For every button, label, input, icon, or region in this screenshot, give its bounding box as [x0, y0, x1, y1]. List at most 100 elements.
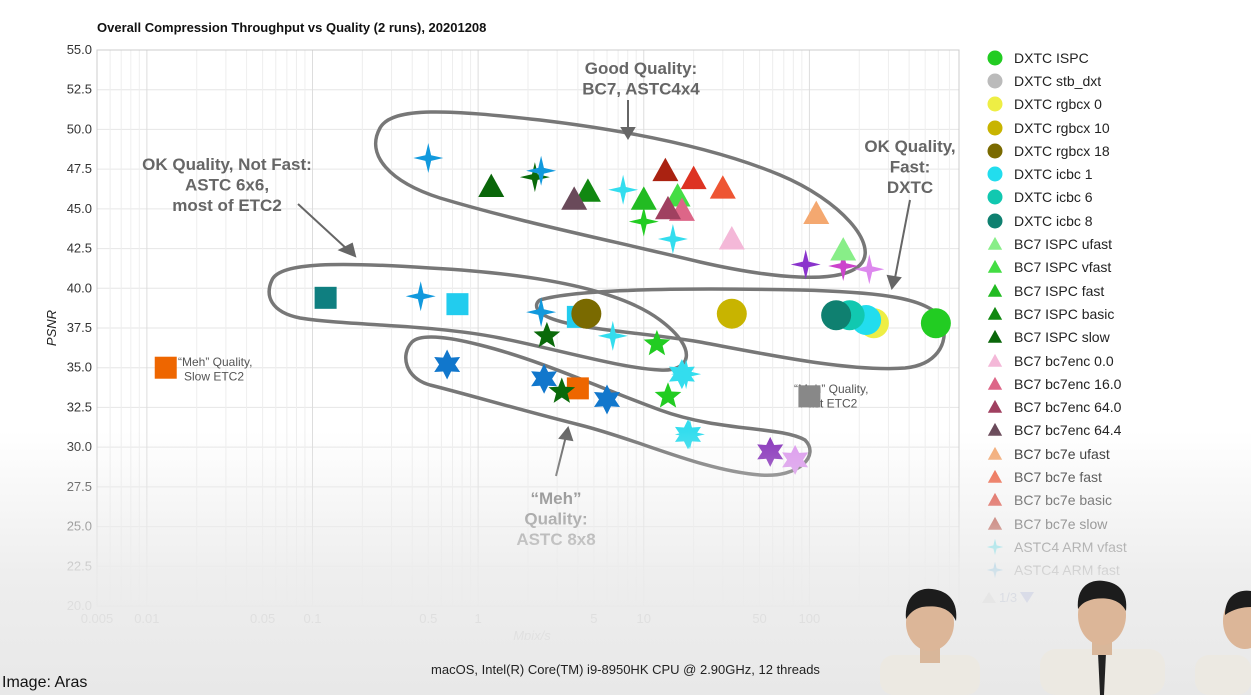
data-point-circle — [716, 298, 747, 329]
legend-marker-star4 — [986, 561, 1004, 579]
annotation-text: “Meh” Quality, Slow ETC2 — [178, 355, 252, 383]
x-tick-label: 0.05 — [250, 611, 275, 626]
legend-label: BC7 bc7e ufast — [1014, 445, 1110, 462]
scatter-chart: 20.022.525.027.530.032.535.037.540.042.5… — [44, 42, 960, 640]
data-point-triangle — [830, 237, 857, 261]
legend-marker-star4 — [986, 538, 1004, 556]
data-point-star6 — [531, 363, 557, 394]
data-point-star6 — [782, 444, 809, 475]
legend-pager[interactable]: 1/3 — [982, 590, 1035, 605]
y-tick-label: 52.5 — [67, 82, 92, 97]
legend-item: BC7 bc7enc 0.0 — [984, 349, 1244, 372]
legend-marker — [987, 73, 1003, 89]
legend-marker-circle — [987, 143, 1003, 159]
data-point-triangle — [803, 200, 830, 225]
legend-marker-triangle — [987, 306, 1003, 320]
data-point-star4 — [854, 254, 885, 285]
legend-label: BC7 bc7enc 0.0 — [1014, 352, 1114, 369]
pager-up-icon[interactable] — [982, 592, 996, 603]
data-point-triangle — [664, 183, 691, 207]
x-tick-label: 50 — [752, 611, 766, 626]
legend-item: BC7 bc7e fast — [984, 465, 1244, 488]
legend-marker-circle — [987, 96, 1003, 112]
y-tick-label: 27.5 — [67, 479, 92, 494]
y-tick-label: 25.0 — [67, 519, 92, 534]
legend-marker-circle — [987, 166, 1003, 182]
data-point-star4 — [405, 281, 436, 312]
pager-down-icon[interactable] — [1020, 592, 1035, 603]
legend-item: DXTC rgbcx 18 — [984, 139, 1244, 162]
legend-label: BC7 bc7e basic — [1014, 492, 1113, 509]
footer-system-info: macOS, Intel(R) Core(TM) i9-8950HK CPU @… — [431, 662, 820, 677]
legend-marker — [987, 330, 1003, 343]
legend-marker-triangle — [987, 236, 1003, 250]
legend-marker-triangle — [987, 399, 1003, 413]
data-point-triangle — [478, 173, 505, 198]
data-point-circle — [920, 308, 951, 339]
legend-item: ASTC4 ARM vfast — [984, 535, 1244, 558]
ok-not-fast-outline — [267, 262, 689, 372]
data-point-star4 — [413, 143, 444, 173]
chart-title: Overall Compression Throughput vs Qualit… — [97, 20, 487, 35]
legend-marker — [987, 376, 1003, 390]
legend-marker — [987, 260, 1003, 274]
legend-label: DXTC stb_dxt — [1014, 72, 1102, 89]
legend-marker-triangle — [987, 469, 1003, 483]
legend-label: DXTC rgbcx 10 — [1014, 119, 1110, 136]
y-tick-label: 40.0 — [67, 280, 92, 295]
good-quality-outline — [373, 110, 867, 280]
legend-marker — [987, 446, 1003, 460]
x-tick-label: 10 — [637, 611, 651, 626]
data-point-star6 — [434, 349, 461, 380]
legend-marker-triangle — [987, 423, 1003, 437]
x-tick-label: 5 — [590, 611, 597, 626]
legend-item: DXTC rgbcx 10 — [984, 116, 1244, 139]
legend-label: DXTC icbc 1 — [1014, 166, 1093, 183]
legend-marker — [987, 120, 1003, 136]
x-tick-label: 1 — [475, 611, 482, 626]
legend-marker — [987, 96, 1003, 112]
legend-marker-triangle — [987, 353, 1003, 367]
y-tick-label: 47.5 — [67, 161, 92, 176]
legend-label: BC7 bc7enc 64.4 — [1014, 422, 1122, 439]
legend-marker — [987, 353, 1003, 367]
data-marks — [154, 143, 951, 475]
legend-label: BC7 ISPC slow — [1014, 329, 1110, 346]
data-point-star6 — [757, 436, 784, 467]
legend-marker — [987, 493, 1003, 507]
data-point-triangle — [652, 157, 679, 182]
legend-label: BC7 bc7enc 16.0 — [1014, 375, 1122, 392]
data-point-star4 — [674, 419, 705, 450]
legend-item: DXTC icbc 6 — [984, 186, 1244, 209]
pager-label: 1/3 — [999, 590, 1018, 605]
legend-item: DXTC stb_dxt — [984, 69, 1244, 92]
legend-item: DXTC icbc 1 — [984, 162, 1244, 185]
legend-label: BC7 ISPC fast — [1014, 282, 1105, 299]
legend-item: DXTC ISPC — [984, 46, 1244, 69]
y-tick-label: 50.0 — [67, 121, 92, 136]
data-point-star6 — [594, 384, 620, 415]
legend-item: DXTC rgbcx 0 — [984, 93, 1244, 116]
legend-item: BC7 ISPC ufast — [984, 232, 1244, 255]
data-point-square — [566, 377, 589, 400]
legend-label: DXTC icbc 8 — [1014, 212, 1093, 229]
data-point-triangle — [561, 186, 588, 210]
presenter-left — [880, 588, 980, 695]
legend-marker — [987, 399, 1003, 413]
data-point-triangle — [574, 178, 601, 202]
data-point-star4 — [526, 155, 557, 186]
legend-marker — [987, 166, 1003, 182]
legend-marker — [986, 538, 1004, 556]
data-point-star4 — [608, 174, 639, 205]
data-point-star4 — [790, 249, 821, 280]
data-point-square — [154, 356, 177, 379]
y-tick-label: 30.0 — [67, 439, 92, 454]
legend-marker — [987, 236, 1003, 250]
legend-label: BC7 ISPC vfast — [1014, 259, 1112, 276]
data-point-star5 — [548, 377, 576, 403]
legend-item: BC7 bc7e basic — [984, 489, 1244, 512]
legend-marker-circle — [987, 120, 1003, 136]
data-point-star4 — [597, 320, 628, 351]
data-point-star4 — [519, 162, 550, 193]
legend-item: BC7 bc7enc 64.0 — [984, 395, 1244, 418]
